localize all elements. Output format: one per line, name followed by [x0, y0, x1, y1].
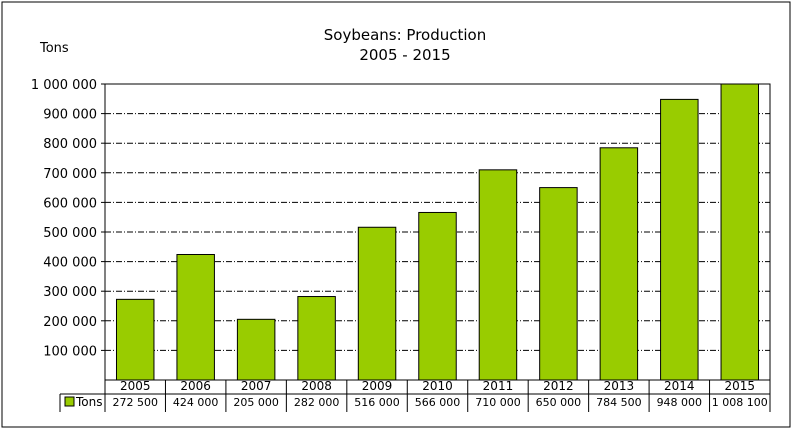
bar-2011 [478, 169, 518, 381]
bars [115, 83, 760, 381]
data-label: 516 000 [354, 396, 400, 409]
data-label: 948 000 [657, 396, 703, 409]
x-tick-label: 2009 [362, 379, 393, 393]
data-label: 282 000 [294, 396, 340, 409]
data-label: 272 500 [112, 396, 158, 409]
x-tick-label: 2010 [422, 379, 453, 393]
y-tick-label: 700 000 [43, 167, 97, 182]
bar-2007 [236, 318, 276, 381]
data-label: 784 500 [596, 396, 642, 409]
data-label: 205 000 [233, 396, 279, 409]
data-label: 1 008 100 [712, 396, 768, 409]
data-label: 424 000 [173, 396, 219, 409]
data-label: 650 000 [536, 396, 582, 409]
legend-series-name: Tons [75, 395, 103, 409]
bar-2005 [115, 298, 155, 381]
y-tick-label: 800 000 [43, 137, 97, 152]
x-tick-label: 2008 [301, 379, 332, 393]
data-label: 566 000 [415, 396, 461, 409]
bar-2008 [297, 296, 336, 381]
data-table: 2005 2006 2007 2008 2009 2010 2011 2012 2013 2014… [59, 379, 771, 412]
x-tick-label: 2007 [241, 379, 272, 393]
bar-2009 [357, 226, 397, 381]
data-label: 710 000 [475, 396, 521, 409]
y-tick-label: 300 000 [43, 285, 97, 300]
bar-2013 [599, 147, 639, 381]
chart-title: Soybeans: Production [324, 26, 486, 44]
y-axis-label: Tons [39, 41, 69, 56]
bar-2015 [720, 83, 760, 381]
x-tick-label: 2006 [180, 379, 211, 393]
legend-swatch [64, 396, 75, 407]
chart-subtitle: 2005 - 2015 [359, 46, 450, 64]
x-tick-label: 2014 [664, 379, 695, 393]
x-tick-label: 2005 [120, 379, 151, 393]
y-tick-label: 400 000 [43, 256, 97, 271]
x-tick-label: 2015 [724, 379, 755, 393]
y-tick-label: 200 000 [43, 315, 97, 330]
y-tick-label: 1 000 000 [31, 78, 97, 93]
bar-2014 [660, 98, 699, 381]
bar-2010 [418, 211, 457, 381]
y-tick-label: 600 000 [43, 196, 97, 211]
y-tick-label: 900 000 [43, 108, 97, 123]
y-tick-label: 100 000 [43, 344, 97, 359]
x-tick-label: 2011 [483, 379, 514, 393]
y-tick-label: 500 000 [43, 226, 97, 241]
x-tick-label: 2012 [543, 379, 574, 393]
bar-2012 [539, 187, 578, 381]
y-axis-ticks: 100 000 200 000 300 000 400 000 500 000 600 0… [31, 78, 97, 359]
bar-2006 [176, 253, 215, 381]
x-tick-label: 2013 [604, 379, 635, 393]
